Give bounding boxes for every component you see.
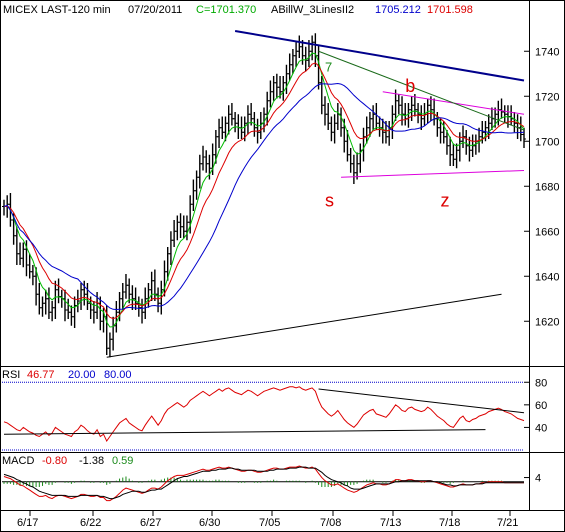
close-label: C=1701.370 [196, 4, 256, 16]
rsi-trendline [3, 429, 486, 435]
trendline-green [318, 50, 525, 131]
price-tick-label: 1720 [535, 91, 559, 103]
rsi-tick-label: 80 [535, 377, 547, 389]
x-tick-label: 7/13 [380, 517, 401, 529]
study-value-1: 1705.212 [375, 4, 421, 16]
x-tick-label: 6/27 [140, 517, 161, 529]
macd-panel [2, 465, 524, 502]
rsi-level-high: 80.00 [104, 369, 132, 381]
macd-signal-value: -1.38 [79, 455, 104, 467]
price-tick-label: 1680 [535, 181, 559, 193]
trendline-magenta [341, 170, 525, 178]
date-label: 07/20/2011 [128, 4, 182, 16]
price-tick-label: 1640 [535, 271, 559, 283]
ma-slow-line [3, 82, 525, 311]
ma-fast-line [3, 52, 525, 328]
x-tick-label: 7/18 [439, 517, 460, 529]
annotation-s: s [325, 191, 334, 211]
price-panel: 7 b s z [2, 30, 526, 358]
annotation-7: 7 [325, 60, 332, 75]
study-value-2: 1701.598 [427, 4, 473, 16]
study-name-label: ABillW_3LinesII2 [271, 4, 354, 16]
trendline-black [106, 293, 502, 358]
price-tick-label: 1620 [535, 316, 559, 328]
rsi-level-low: 20.00 [68, 369, 96, 381]
annotation-b: b [405, 76, 415, 96]
price-tick-label: 1740 [535, 46, 559, 58]
x-axis: 6/17 6/22 6/27 6/30 7/05 7/08 7/13 7/18 7/21 [17, 510, 518, 529]
price-tick-label: 1700 [535, 136, 559, 148]
x-tick-label: 6/30 [199, 517, 220, 529]
rsi-panel [2, 381, 525, 451]
x-tick-label: 7/08 [320, 517, 341, 529]
rsi-y-axis: 40 60 80 [524, 377, 547, 434]
rsi-tick-label: 40 [535, 422, 547, 434]
price-y-axis: 1620 1640 1660 1680 1700 1720 1740 [524, 46, 559, 328]
rsi-tick-label: 60 [535, 400, 547, 412]
macd-signal-line [3, 466, 524, 500]
symbol-label: MICEX LAST-120 min [3, 4, 111, 16]
rsi-trendline [318, 388, 525, 414]
price-tick-label: 1660 [535, 226, 559, 238]
ma-mid-line [3, 62, 525, 320]
macd-y-axis: 4 [524, 473, 541, 485]
x-tick-label: 7/21 [497, 517, 518, 529]
macd-tick-label: 4 [535, 473, 541, 485]
rsi-value: 46.77 [27, 369, 55, 381]
x-tick-label: 7/05 [259, 517, 280, 529]
x-tick-label: 6/22 [80, 517, 101, 529]
macd-label: MACD [2, 455, 34, 467]
x-tick-label: 6/17 [17, 517, 38, 529]
rsi-label: RSI [2, 369, 20, 381]
annotation-z: z [441, 191, 450, 211]
macd-value: -0.80 [42, 455, 67, 467]
trendline-navy [234, 30, 525, 82]
macd-histogram-value: 0.59 [112, 455, 133, 467]
